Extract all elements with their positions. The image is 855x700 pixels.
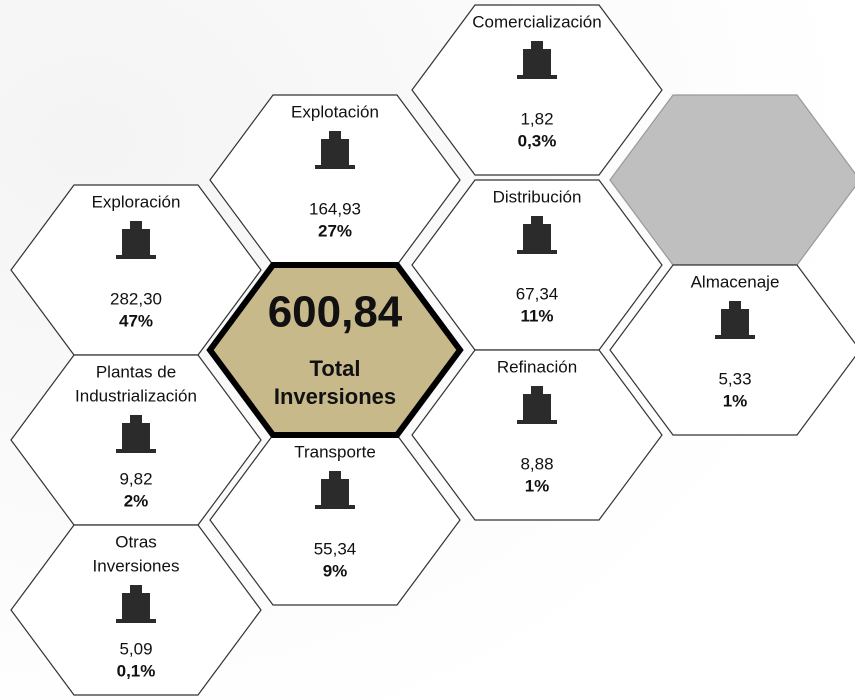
hexagon	[411, 4, 663, 176]
icon-body	[321, 479, 349, 505]
node: Almacenaje 5,33 1%	[609, 264, 855, 436]
node: Plantas de Industrialización 9,82 2%	[10, 354, 262, 526]
node-value: 282,30	[110, 289, 162, 308]
icon-body	[122, 229, 150, 255]
icon-top	[130, 221, 142, 229]
node: Explotación 164,93 27%	[209, 94, 461, 266]
icon-body	[321, 139, 349, 165]
node-label: Industrialización	[75, 386, 197, 405]
icon-body	[122, 423, 150, 449]
node-value: 8,88	[520, 454, 553, 473]
node: Refinación 8,88 1%	[411, 349, 663, 521]
node-label: Comercialización	[472, 12, 601, 31]
node-label: Distribución	[493, 187, 582, 206]
icon-body	[523, 49, 551, 75]
icon	[116, 415, 156, 453]
node-label: Transporte	[294, 442, 376, 461]
node-label: Plantas de	[96, 362, 176, 381]
node-label: Explotación	[291, 102, 379, 121]
node-label: Refinación	[497, 357, 577, 376]
node: Otras Inversiones 5,09 0,1%	[10, 524, 262, 696]
node-percent: 27%	[318, 221, 352, 240]
node: Transporte 55,34 9%	[209, 434, 461, 606]
center-label: Total	[310, 356, 361, 381]
node-value: 1,82	[520, 109, 553, 128]
icon-top	[130, 415, 142, 423]
icon-base	[116, 255, 156, 259]
node-percent: 9%	[323, 561, 348, 580]
icon-base	[315, 505, 355, 509]
icon-base	[517, 420, 557, 424]
icon-top	[130, 585, 142, 593]
node-value: 5,09	[119, 639, 152, 658]
icon-top	[531, 386, 543, 394]
icon-base	[517, 250, 557, 254]
icon-top	[531, 216, 543, 224]
icon-top	[329, 471, 341, 479]
node-value: 67,34	[516, 284, 559, 303]
icon	[517, 41, 557, 79]
icon-base	[116, 449, 156, 453]
node-percent: 0,1%	[117, 661, 156, 680]
icon	[517, 386, 557, 424]
node-value: 55,34	[314, 539, 357, 558]
center-label: Inversiones	[274, 384, 396, 409]
icon-base	[116, 619, 156, 623]
node-label: Otras	[115, 532, 157, 551]
icon-body	[122, 593, 150, 619]
icon	[116, 585, 156, 623]
node-label: Exploración	[92, 192, 181, 211]
node-label: Inversiones	[93, 556, 180, 575]
center-hexagon	[206, 262, 464, 438]
icon-base	[315, 165, 355, 169]
icon-body	[523, 394, 551, 420]
node-value: 9,82	[119, 469, 152, 488]
node-percent: 2%	[124, 491, 149, 510]
icon	[715, 301, 755, 339]
icon	[116, 221, 156, 259]
icon-base	[517, 75, 557, 79]
node: Exploración 282,30 47%	[10, 184, 262, 356]
center-node: 600,84 Total Inversiones	[206, 262, 464, 438]
node-value: 5,33	[718, 369, 751, 388]
icon-top	[531, 41, 543, 49]
hexagon	[411, 349, 663, 521]
icon-body	[721, 309, 749, 335]
node-label: Almacenaje	[691, 272, 780, 291]
icon	[517, 216, 557, 254]
icon-top	[729, 301, 741, 309]
node-percent: 47%	[119, 311, 153, 330]
node-percent: 0,3%	[518, 131, 557, 150]
center-value: 600,84	[268, 288, 403, 337]
icon	[315, 471, 355, 509]
icon-top	[329, 131, 341, 139]
node-percent: 1%	[723, 391, 748, 410]
icon-body	[523, 224, 551, 250]
node-value: 164,93	[309, 199, 361, 218]
icon	[315, 131, 355, 169]
node-percent: 1%	[525, 476, 550, 495]
node: Comercialización 1,82 0,3%	[411, 4, 663, 176]
icon-base	[715, 335, 755, 339]
node-percent: 11%	[520, 306, 553, 325]
hexagon	[609, 264, 855, 436]
